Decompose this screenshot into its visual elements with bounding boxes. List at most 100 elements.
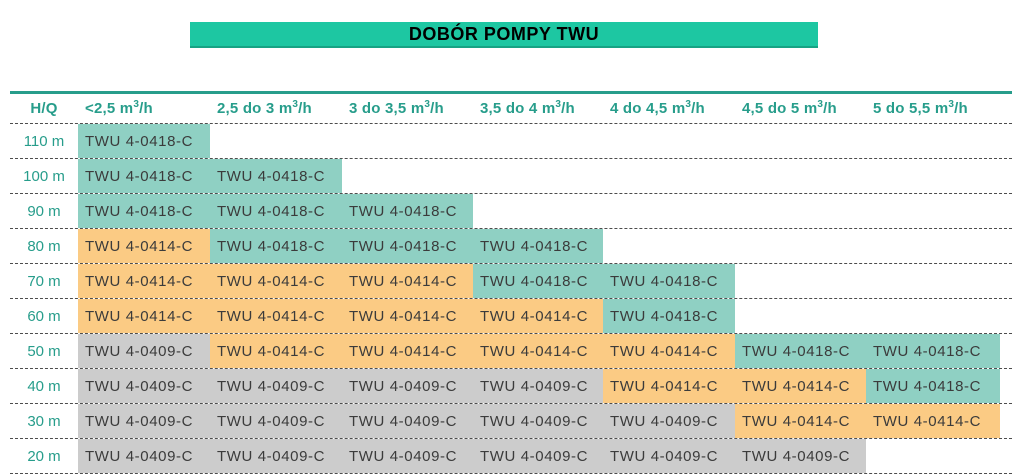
- column-header-unit: /h: [298, 100, 312, 117]
- pump-cell: TWU 4-0409-C: [603, 439, 735, 473]
- pump-cell: TWU 4-0418-C: [210, 159, 342, 193]
- table-row: 40 m TWU 4-0409-C TWU 4-0409-C TWU 4-0409-C…: [10, 369, 1012, 404]
- pump-cell: TWU 4-0414-C: [78, 299, 210, 333]
- empty-cell: [866, 194, 1000, 228]
- empty-cell: [603, 159, 735, 193]
- pump-cell: TWU 4-0409-C: [735, 439, 866, 473]
- pump-cell: TWU 4-0409-C: [473, 369, 603, 403]
- column-header: 4 do 4,5 m3/h: [603, 100, 735, 118]
- table-row: 60 m TWU 4-0414-C TWU 4-0414-C TWU 4-0414-C…: [10, 299, 1012, 334]
- empty-cell: [866, 229, 1000, 263]
- pump-cell: TWU 4-0414-C: [735, 369, 866, 403]
- row-label: 70 m: [27, 272, 61, 290]
- row-label: 110 m: [23, 132, 65, 150]
- superscript-3: 3: [424, 99, 431, 110]
- pump-cell: TWU 4-0414-C: [603, 369, 735, 403]
- pump-cell: TWU 4-0409-C: [342, 439, 473, 473]
- row-label: 30 m: [27, 412, 61, 430]
- pump-cell: TWU 4-0418-C: [78, 159, 210, 193]
- table-row: 20 m TWU 4-0409-C TWU 4-0409-C TWU 4-0409-C…: [10, 439, 1012, 474]
- pump-cell: TWU 4-0409-C: [78, 369, 210, 403]
- pump-cell: TWU 4-0418-C: [473, 229, 603, 263]
- pump-cell: TWU 4-0418-C: [78, 124, 210, 158]
- row-label: 60 m: [27, 307, 61, 325]
- table-row: 90 m TWU 4-0418-C TWU 4-0418-C TWU 4-0418-C: [10, 194, 1012, 229]
- empty-cell: [735, 159, 866, 193]
- page-title: DOBÓR POMPY TWU: [408, 23, 600, 44]
- superscript-3: 3: [555, 99, 562, 110]
- row-label: 80 m: [27, 237, 61, 255]
- pump-cell: TWU 4-0409-C: [78, 404, 210, 438]
- pump-cell: TWU 4-0409-C: [473, 404, 603, 438]
- pump-cell: TWU 4-0409-C: [210, 404, 342, 438]
- pump-cell: TWU 4-0414-C: [603, 334, 735, 368]
- empty-cell: [473, 124, 603, 158]
- column-header-text: 2,5 do 3 m: [217, 100, 293, 117]
- row-label: 100 m: [23, 167, 65, 185]
- column-header-unit: /h: [139, 100, 153, 117]
- empty-cell: [603, 194, 735, 228]
- pump-cell: TWU 4-0414-C: [342, 264, 473, 298]
- empty-cell: [603, 229, 735, 263]
- column-header-unit: /h: [561, 100, 575, 117]
- superscript-3: 3: [292, 99, 299, 110]
- pump-cell: TWU 4-0418-C: [342, 194, 473, 228]
- column-header-unit: /h: [954, 100, 968, 117]
- empty-cell: [473, 194, 603, 228]
- pump-cell: TWU 4-0414-C: [473, 334, 603, 368]
- pump-cell: TWU 4-0414-C: [735, 404, 866, 438]
- table-row: 70 m TWU 4-0414-C TWU 4-0414-C TWU 4-0414-C…: [10, 264, 1012, 299]
- pump-cell: TWU 4-0409-C: [603, 404, 735, 438]
- column-header-text: <2,5 m: [85, 100, 134, 117]
- pump-cell: TWU 4-0414-C: [210, 334, 342, 368]
- pump-cell: TWU 4-0414-C: [473, 299, 603, 333]
- pump-cell: TWU 4-0418-C: [210, 229, 342, 263]
- pump-cell: TWU 4-0414-C: [342, 299, 473, 333]
- column-header-text: 4 do 4,5 m: [610, 100, 686, 117]
- pump-cell: TWU 4-0414-C: [210, 264, 342, 298]
- pump-cell: TWU 4-0414-C: [342, 334, 473, 368]
- column-header-unit: /h: [430, 100, 444, 117]
- empty-cell: [603, 124, 735, 158]
- superscript-3: 3: [948, 99, 955, 110]
- row-label: 40 m: [27, 377, 61, 395]
- empty-cell: [210, 124, 342, 158]
- pump-selection-table: H/Q <2,5 m3/h 2,5 do 3 m3/h 3 do 3,5 m3/h 3…: [10, 91, 1012, 474]
- pump-cell: TWU 4-0414-C: [78, 229, 210, 263]
- column-header: 3,5 do 4 m3/h: [473, 99, 603, 118]
- pump-cell: TWU 4-0409-C: [342, 404, 473, 438]
- pump-cell: TWU 4-0418-C: [866, 369, 1000, 403]
- table-row: 110 m TWU 4-0418-C: [10, 124, 1012, 159]
- column-header-unit: /h: [691, 100, 705, 117]
- column-header: 3 do 3,5 m3/h: [342, 99, 473, 118]
- column-header-unit: /h: [823, 100, 837, 117]
- table-row: 30 m TWU 4-0409-C TWU 4-0409-C TWU 4-0409-C…: [10, 404, 1012, 439]
- row-label: 50 m: [27, 342, 61, 360]
- empty-cell: [342, 159, 473, 193]
- pump-cell: TWU 4-0409-C: [473, 439, 603, 473]
- empty-cell: [866, 264, 1000, 298]
- empty-cell: [342, 124, 473, 158]
- pump-cell: TWU 4-0418-C: [603, 264, 735, 298]
- column-header-text: 5 do 5,5 m: [873, 100, 949, 117]
- table-body: 110 m TWU 4-0418-C 100 m TWU 4-0418-C TWU 4-…: [10, 124, 1012, 474]
- empty-cell: [866, 299, 1000, 333]
- pump-cell: TWU 4-0409-C: [342, 369, 473, 403]
- pump-cell: TWU 4-0414-C: [210, 299, 342, 333]
- empty-cell: [735, 299, 866, 333]
- table-row: 100 m TWU 4-0418-C TWU 4-0418-C: [10, 159, 1012, 194]
- column-header-text: 4,5 do 5 m: [742, 100, 818, 117]
- empty-cell: [866, 159, 1000, 193]
- pump-cell: TWU 4-0418-C: [866, 334, 1000, 368]
- empty-cell: [866, 124, 1000, 158]
- pump-cell: TWU 4-0418-C: [210, 194, 342, 228]
- title-bar: DOBÓR POMPY TWU: [190, 22, 818, 48]
- empty-cell: [735, 124, 866, 158]
- pump-cell: TWU 4-0409-C: [210, 369, 342, 403]
- column-header-text: 3 do 3,5 m: [349, 100, 425, 117]
- pump-cell: TWU 4-0409-C: [78, 334, 210, 368]
- column-header: 4,5 do 5 m3/h: [735, 100, 866, 118]
- table-row: 80 m TWU 4-0414-C TWU 4-0418-C TWU 4-0418-C…: [10, 229, 1012, 264]
- pump-cell: TWU 4-0409-C: [210, 439, 342, 473]
- empty-cell: [735, 264, 866, 298]
